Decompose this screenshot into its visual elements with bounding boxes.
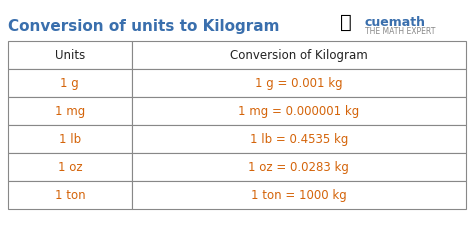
Bar (8, 97, 132, 125)
Bar (132, 153, 466, 181)
Bar (132, 181, 466, 209)
Text: 1 lb: 1 lb (59, 132, 81, 145)
Text: 1 oz = 0.0283 kg: 1 oz = 0.0283 kg (248, 161, 349, 174)
Text: 1 lb = 0.4535 kg: 1 lb = 0.4535 kg (250, 132, 348, 145)
Bar (132, 69, 466, 97)
Text: 1 mg: 1 mg (55, 105, 85, 118)
Text: 1 ton = 1000 kg: 1 ton = 1000 kg (251, 188, 346, 201)
Text: Conversion of Kilogram: Conversion of Kilogram (230, 49, 368, 62)
Text: 🚀: 🚀 (340, 13, 352, 32)
Bar (132, 97, 466, 125)
Text: 1 mg = 0.000001 kg: 1 mg = 0.000001 kg (238, 105, 359, 118)
Bar (132, 125, 466, 153)
Text: THE MATH EXPERT: THE MATH EXPERT (365, 27, 436, 36)
Text: Conversion of units to Kilogram: Conversion of units to Kilogram (8, 19, 280, 34)
Bar (8, 153, 132, 181)
Bar (8, 69, 132, 97)
Text: cuemath: cuemath (365, 16, 426, 29)
Text: Units: Units (55, 49, 85, 62)
Text: 1 g = 0.001 kg: 1 g = 0.001 kg (255, 76, 343, 89)
Bar (8, 125, 132, 153)
Text: 1 oz: 1 oz (57, 161, 82, 174)
Bar (132, 41, 466, 69)
Bar (8, 41, 132, 69)
Text: 1 g: 1 g (61, 76, 79, 89)
Text: 1 ton: 1 ton (55, 188, 85, 201)
Bar (8, 181, 132, 209)
